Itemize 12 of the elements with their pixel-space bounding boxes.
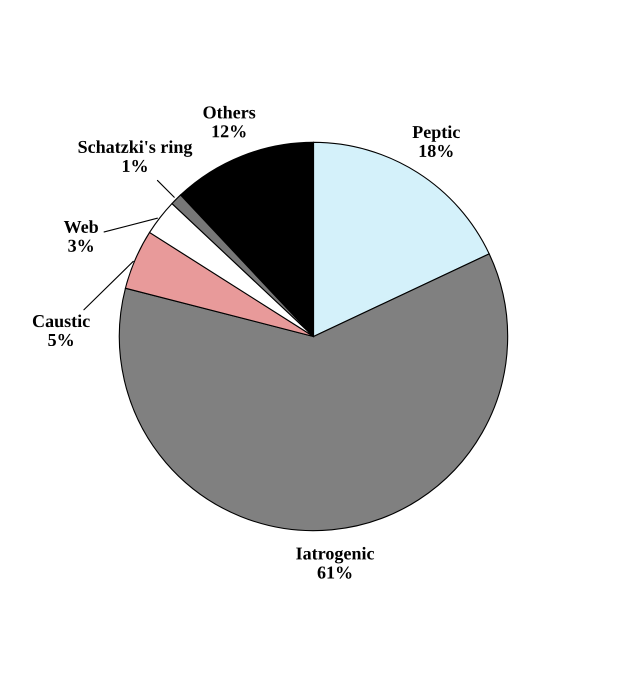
slice-label: Schatzki's ring: [78, 140, 192, 157]
data-label: 18%: [420, 144, 453, 158]
data-label: 1%: [122, 160, 147, 172]
slice-label: Peptic: [412, 125, 460, 142]
data-label: 5%: [48, 334, 73, 346]
slice-label: Others: [203, 106, 256, 119]
slice-label: Web: [64, 220, 98, 234]
data-label: 61%: [318, 566, 352, 579]
data-label: 3%: [68, 240, 93, 252]
slice-label: Caustic: [32, 314, 90, 328]
slice-label: Iatrogenic: [296, 546, 374, 564]
data-label: 12%: [212, 125, 246, 138]
